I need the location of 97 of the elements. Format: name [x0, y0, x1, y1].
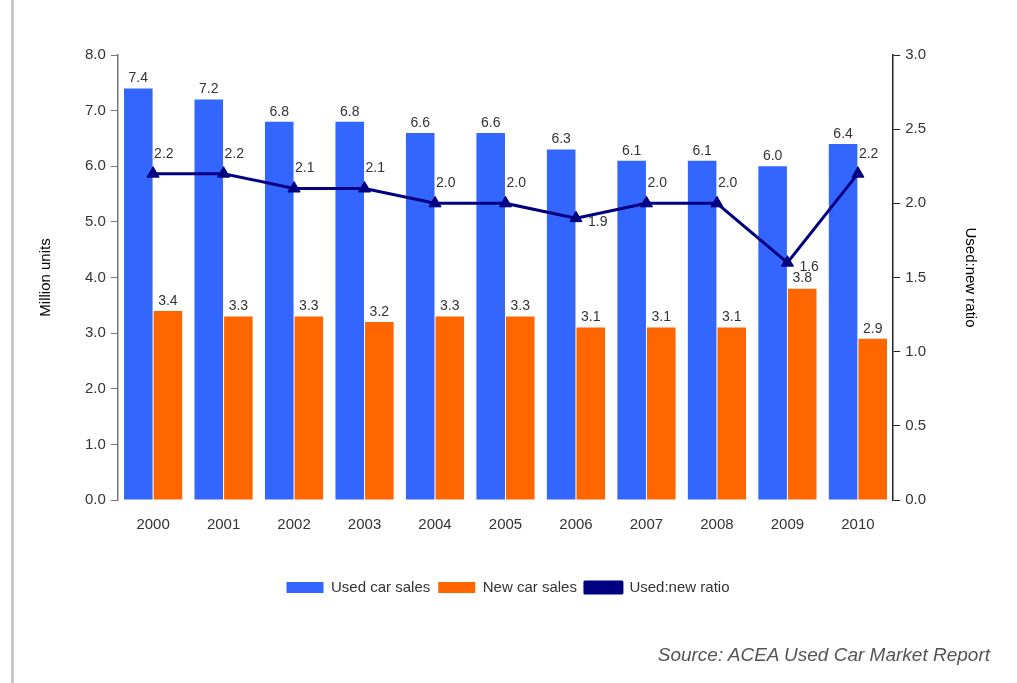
data-label: 3.3 [510, 297, 531, 314]
legend-label: Used:new ratio [629, 577, 730, 595]
bar [576, 327, 606, 500]
y-tick-label: 5.0 [84, 212, 106, 230]
data-label: 3.3 [440, 297, 460, 314]
point [498, 195, 513, 208]
data-label: 6.8 [340, 102, 360, 119]
y-tick-label: 4.0 [84, 267, 106, 285]
bar [335, 121, 365, 500]
bar [264, 121, 294, 500]
data-label: 3.2 [369, 302, 390, 319]
data-label: 6.8 [269, 102, 290, 119]
bar [224, 316, 253, 500]
data-label: 2.1 [295, 159, 315, 176]
point [851, 166, 865, 178]
point [569, 210, 583, 223]
data-label: 3.3 [299, 297, 319, 314]
y-tick-label: 2.0 [84, 378, 106, 396]
data-label: 2.1 [365, 159, 386, 176]
y-tick-label: 8.0 [84, 45, 106, 63]
y2-tick-label: 0.5 [905, 415, 927, 433]
x-tick-label: 2004 [418, 515, 452, 533]
y2-tick-label: 2.5 [905, 119, 927, 137]
y-axis-title: Million units [36, 238, 54, 317]
bar [787, 288, 817, 500]
data-label: 2.2 [224, 144, 245, 161]
bar [506, 316, 535, 500]
data-label: 6.3 [551, 130, 572, 147]
point [639, 195, 654, 208]
bar [476, 132, 505, 500]
y-tick-label: 1.0 [84, 434, 106, 452]
legend-label: New car sales [482, 577, 577, 595]
source-note: Source: ACEA Used Car Market Report [657, 644, 990, 666]
data-label: 7.2 [199, 80, 219, 97]
data-label: 6.4 [833, 124, 854, 141]
y2-tick-label: 3.0 [905, 45, 927, 63]
x-tick-label: 2005 [488, 515, 523, 533]
point [217, 166, 231, 178]
bar [858, 338, 887, 500]
y2-tick-label: 1.5 [905, 267, 927, 285]
data-label: 2.9 [862, 319, 883, 336]
bar [687, 160, 717, 500]
point [357, 181, 372, 193]
bar [294, 316, 324, 500]
data-label: 6.6 [410, 113, 431, 130]
x-tick-label: 2002 [277, 515, 311, 533]
x-tick-label: 2007 [629, 515, 664, 533]
data-label: 6.1 [692, 141, 713, 158]
data-label: 3.1 [722, 308, 742, 325]
bar [617, 160, 646, 500]
data-label: 2.0 [647, 174, 668, 191]
x-tick-label: 2001 [206, 515, 241, 533]
bar [365, 322, 394, 500]
x-tick-label: 2000 [136, 515, 170, 533]
y-tick-label: 3.0 [84, 323, 106, 341]
bar [546, 149, 576, 500]
bar [153, 310, 183, 500]
y2-tick-label: 0.0 [905, 490, 927, 508]
data-label: 2.0 [436, 174, 456, 191]
point [146, 166, 160, 178]
data-label: 3.1 [581, 308, 601, 325]
data-label: 6.0 [762, 147, 783, 164]
bar [758, 166, 787, 500]
y2-axis-title: Used:new ratio [962, 227, 980, 328]
y-tick-label: 7.0 [84, 100, 106, 118]
x-tick-label: 2009 [770, 515, 805, 533]
bar [717, 327, 747, 500]
data-label: 7.4 [128, 69, 149, 86]
data-label: 6.6 [480, 113, 501, 130]
legend-label: Used car sales [331, 577, 431, 595]
bar [828, 144, 858, 500]
data-label: 2.0 [506, 174, 527, 191]
y-tick-label: 0.0 [84, 490, 106, 508]
data-label: 2.2 [858, 144, 879, 161]
point [780, 255, 794, 267]
point [428, 195, 442, 208]
x-tick-label: 2003 [347, 515, 382, 533]
data-label: 2.2 [154, 144, 174, 161]
bar [405, 132, 435, 500]
bar [435, 316, 465, 500]
data-label: 2.0 [717, 174, 738, 191]
x-tick-label: 2006 [559, 515, 593, 533]
bar [194, 99, 224, 500]
point [287, 181, 301, 193]
point [710, 195, 724, 208]
bar [124, 88, 153, 500]
data-label: 1.9 [587, 213, 608, 230]
x-tick-label: 2008 [700, 515, 734, 533]
y-tick-label: 6.0 [84, 156, 106, 174]
data-label: 3.1 [651, 308, 672, 325]
y2-tick-label: 2.0 [905, 193, 927, 211]
x-tick-label: 2010 [841, 515, 875, 533]
y2-tick-label: 1.0 [905, 341, 927, 359]
data-label: 6.1 [621, 141, 642, 158]
bar [646, 327, 676, 500]
data-label: 3.4 [158, 291, 178, 308]
data-label: 3.3 [228, 297, 249, 314]
